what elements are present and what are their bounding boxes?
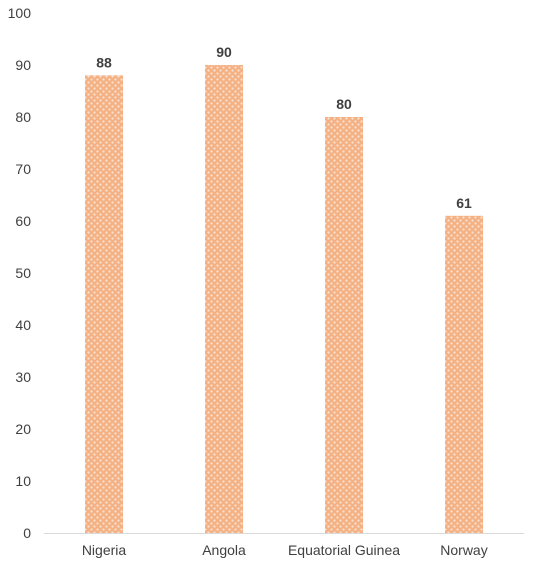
data-label: 88 — [96, 54, 112, 70]
y-tick-label: 40 — [15, 317, 31, 333]
x-category-label: Angola — [202, 542, 246, 558]
bar-equatorial-guinea — [325, 117, 363, 533]
data-labels-group: 88 90 80 61 — [96, 44, 472, 211]
y-tick-label: 70 — [15, 161, 31, 177]
x-category-label: Norway — [440, 542, 487, 558]
x-category-label: Equatorial Guinea — [288, 542, 400, 558]
y-tick-label: 50 — [15, 265, 31, 281]
x-category-label: Nigeria — [82, 542, 127, 558]
y-tick-label: 100 — [8, 5, 32, 21]
bar-angola — [205, 65, 243, 533]
y-tick-label: 90 — [15, 57, 31, 73]
y-axis-ticks: 0 10 20 30 40 50 60 70 80 90 100 — [8, 5, 32, 541]
bars-group — [85, 65, 483, 534]
bar-norway — [445, 215, 483, 534]
data-label: 90 — [216, 44, 232, 60]
y-tick-label: 30 — [15, 369, 31, 385]
x-axis-labels: Nigeria Angola Equatorial Guinea Norway — [82, 542, 488, 558]
y-tick-label: 60 — [15, 213, 31, 229]
y-tick-label: 10 — [15, 473, 31, 489]
bar-nigeria — [85, 75, 123, 534]
y-tick-label: 0 — [23, 525, 31, 541]
data-label: 80 — [336, 96, 352, 112]
data-label: 61 — [456, 195, 472, 211]
y-tick-label: 20 — [15, 421, 31, 437]
y-tick-label: 80 — [15, 109, 31, 125]
